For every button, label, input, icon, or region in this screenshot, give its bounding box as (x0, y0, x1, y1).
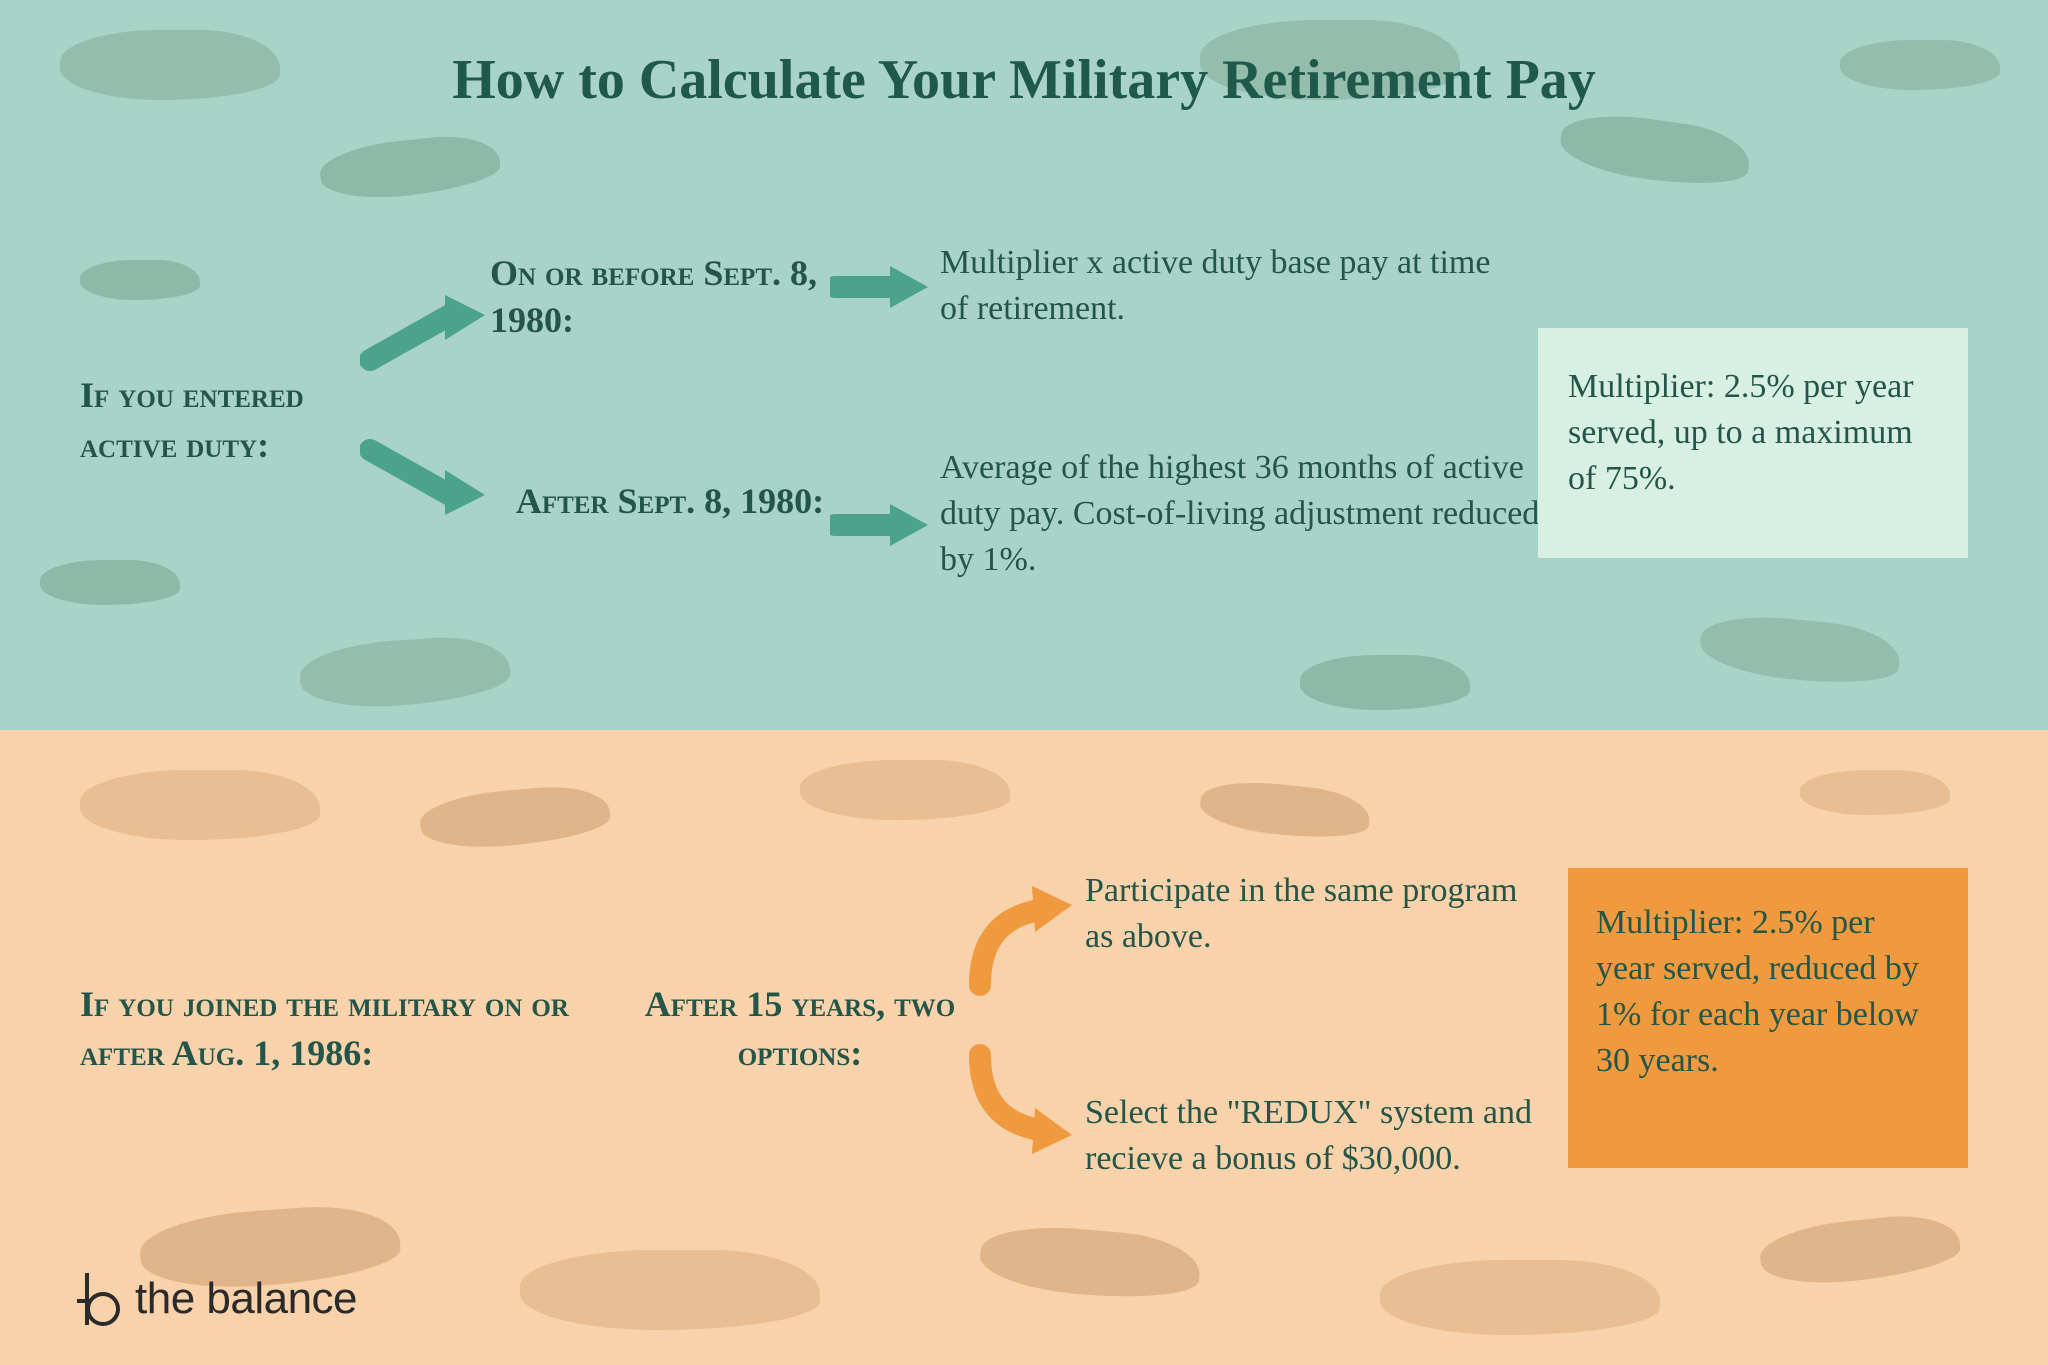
camo-blob (318, 131, 503, 205)
bottom-callout-text: Multiplier: 2.5% per year served, reduce… (1596, 900, 1940, 1084)
camo-blob (1697, 610, 1902, 691)
bottom-mid-text: After 15 years, two options: (630, 980, 970, 1077)
camo-blob (800, 760, 1010, 820)
top-branch2-result: Average of the highest 36 months of acti… (940, 445, 1540, 583)
page-title: How to Calculate Your Military Retiremen… (0, 48, 2048, 112)
top-branch1-result: Multiplier x active duty base pay at tim… (940, 240, 1500, 332)
balance-logo-icon (75, 1271, 121, 1327)
brand-logo: the balance (75, 1271, 357, 1327)
camo-blob (978, 1221, 1203, 1305)
arrow-right-icon (830, 262, 930, 312)
arrow-up-right-icon (360, 290, 490, 380)
camo-blob (1757, 1210, 1962, 1291)
camo-blob (1800, 770, 1950, 815)
bottom-lead-text: If you joined the military on or after A… (80, 980, 600, 1077)
camo-blob (80, 770, 320, 840)
bottom-option2: Select the "REDUX" system and recieve a … (1085, 1090, 1535, 1182)
top-callout-text: Multiplier: 2.5% per year served, up to … (1568, 364, 1938, 502)
top-branch1-label: On or before Sept. 8, 1980: (490, 250, 850, 344)
curved-arrow-up-icon (960, 880, 1080, 1000)
camo-blob (520, 1250, 820, 1330)
arrow-right-icon (830, 500, 930, 550)
top-panel: How to Calculate Your Military Retiremen… (0, 0, 2048, 730)
camo-blob (80, 260, 200, 300)
brand-logo-text: the balance (135, 1274, 357, 1324)
camo-blob (1198, 776, 1372, 843)
arrow-down-right-icon (360, 430, 490, 520)
top-callout-box: Multiplier: 2.5% per year served, up to … (1538, 328, 1968, 558)
camo-blob (1300, 655, 1470, 710)
camo-blob (418, 782, 612, 853)
camo-blob (1557, 107, 1754, 193)
bottom-option1: Participate in the same program as above… (1085, 868, 1535, 960)
camo-blob (298, 633, 512, 712)
camo-blob (40, 560, 180, 605)
bottom-panel: If you joined the military on or after A… (0, 730, 2048, 1365)
curved-arrow-down-icon (960, 1040, 1080, 1160)
top-lead-text: If you entered active duty: (80, 370, 400, 471)
top-branch2-label: After Sept. 8, 1980: (490, 478, 850, 525)
camo-blob (1380, 1260, 1660, 1335)
bottom-callout-box: Multiplier: 2.5% per year served, reduce… (1568, 868, 1968, 1168)
